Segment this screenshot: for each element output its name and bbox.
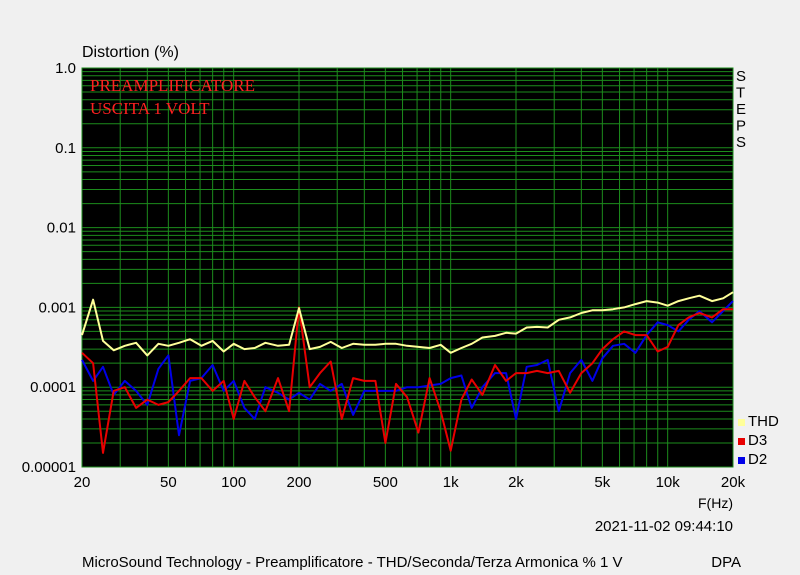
- x-tick-label: 50: [160, 474, 177, 491]
- y-tick-label: 0.00001: [22, 459, 76, 476]
- timestamp: 2021-11-02 09:44:10: [595, 518, 733, 535]
- plot-border: [81, 67, 734, 468]
- steps-letter: P: [736, 118, 746, 135]
- y-tick-label: 1.0: [55, 60, 76, 77]
- legend-label-thd: THD: [748, 413, 779, 430]
- x-tick-label: 100: [221, 474, 246, 491]
- x-tick-label: 20k: [721, 474, 746, 491]
- steps-letter: S: [736, 134, 746, 151]
- series-lines: [81, 291, 734, 454]
- series-line-d3: [81, 306, 733, 454]
- footer-tag: DPA: [711, 554, 741, 571]
- annotation-line-2: USCITA 1 VOLT: [90, 99, 210, 118]
- steps-letter: E: [736, 101, 746, 118]
- y-tick-label: 0.1: [55, 140, 76, 157]
- x-tick-labels: 20 50 100 200 500 1k 2k 5k 10k 20k: [74, 474, 746, 491]
- chart-title: Distortion (%): [82, 44, 179, 61]
- steps-letter: T: [736, 85, 745, 102]
- footer-caption: MicroSound Technology - Preamplificatore…: [82, 554, 623, 571]
- y-tick-label: 0.0001: [30, 379, 76, 396]
- x-tick-label: 500: [373, 474, 398, 491]
- x-axis-label: F(Hz): [698, 495, 733, 511]
- x-tick-label: 1k: [443, 474, 459, 491]
- y-tick-label: 0.001: [38, 299, 76, 316]
- x-tick-label: 200: [286, 474, 311, 491]
- y-tick-labels: 1.0 0.1 0.01 0.001 0.0001 0.00001: [22, 60, 76, 476]
- legend-label-d2: D2: [748, 451, 767, 468]
- legend-swatch-thd: [738, 419, 745, 426]
- x-tick-label: 20: [74, 474, 91, 491]
- legend: THD D3 D2: [738, 413, 779, 468]
- x-tick-label: 5k: [594, 474, 610, 491]
- legend-label-d3: D3: [748, 432, 767, 449]
- series-line-d2: [81, 300, 734, 437]
- series-line-thd: [81, 291, 734, 357]
- x-tick-label: 2k: [508, 474, 524, 491]
- plot-area: [82, 68, 733, 467]
- y-tick-label: 0.01: [47, 220, 76, 237]
- legend-swatch-d3: [738, 438, 745, 445]
- legend-swatch-d2: [738, 457, 745, 464]
- x-tick-label: 10k: [656, 474, 681, 491]
- annotation-line-1: PREAMPLIFICATORE: [90, 76, 255, 95]
- steps-letter: S: [736, 68, 746, 85]
